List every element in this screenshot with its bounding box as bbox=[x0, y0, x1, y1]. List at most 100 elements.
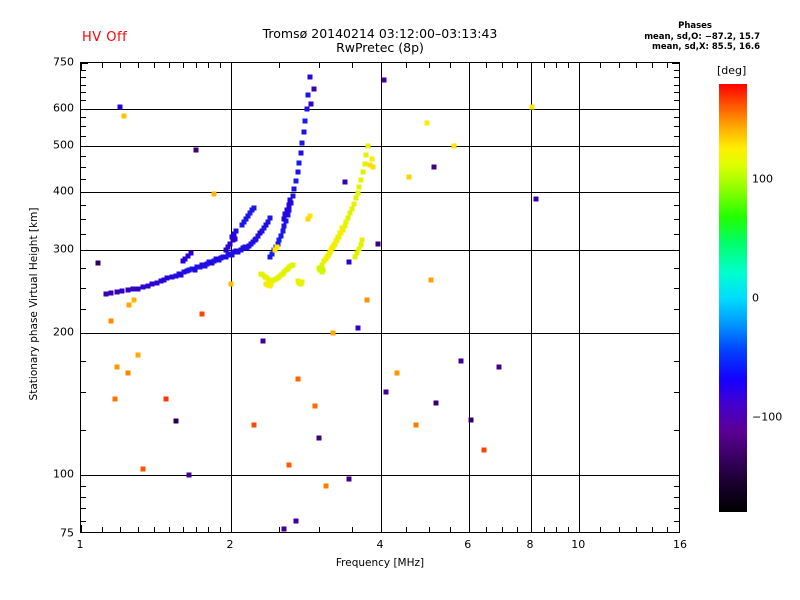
axis-tick bbox=[674, 521, 679, 522]
colorbar[interactable] bbox=[719, 84, 747, 512]
y-axis-tick-label: 400 bbox=[53, 184, 74, 198]
gridline-vertical bbox=[531, 63, 532, 532]
data-point bbox=[259, 228, 265, 234]
data-point bbox=[343, 219, 349, 225]
data-point bbox=[304, 106, 310, 112]
axis-tick bbox=[556, 63, 557, 68]
data-point bbox=[282, 211, 288, 217]
colorbar-title: [deg] bbox=[717, 64, 747, 77]
hv-off-status-label: HV Off bbox=[82, 30, 128, 45]
data-point bbox=[278, 233, 284, 239]
data-point bbox=[375, 241, 381, 247]
axis-tick bbox=[579, 63, 580, 70]
data-point bbox=[281, 526, 287, 532]
data-point bbox=[358, 177, 364, 183]
x-axis-tick-label: 10 bbox=[571, 538, 586, 551]
axis-tick bbox=[619, 527, 620, 532]
data-point bbox=[255, 233, 261, 239]
data-point bbox=[272, 247, 278, 253]
data-point bbox=[274, 244, 280, 250]
axis-tick bbox=[120, 63, 121, 68]
data-point bbox=[253, 236, 259, 241]
data-point bbox=[355, 325, 361, 331]
data-point bbox=[275, 241, 281, 247]
axis-tick bbox=[81, 192, 88, 193]
axis-tick bbox=[674, 179, 679, 180]
data-point bbox=[223, 247, 229, 253]
axis-tick bbox=[406, 63, 407, 68]
y-axis-tick-label: 75 bbox=[60, 526, 74, 540]
data-point bbox=[293, 178, 299, 184]
axis-tick bbox=[619, 63, 620, 68]
axis-tick bbox=[674, 85, 679, 86]
data-point bbox=[301, 129, 307, 135]
axis-tick bbox=[81, 179, 86, 180]
axis-tick bbox=[674, 167, 679, 168]
gridline-vertical bbox=[579, 63, 580, 532]
axis-tick bbox=[672, 63, 679, 64]
data-point bbox=[451, 143, 457, 149]
axis-tick bbox=[544, 527, 545, 532]
axis-tick bbox=[81, 100, 86, 101]
axis-tick bbox=[138, 527, 139, 532]
data-point bbox=[333, 238, 339, 244]
axis-tick bbox=[381, 525, 382, 532]
data-point bbox=[114, 364, 120, 370]
data-point bbox=[232, 236, 238, 241]
axis-tick bbox=[183, 527, 184, 532]
data-point bbox=[355, 190, 361, 196]
plot-title-line1: Tromsø 20140214 03:12:00–03:13:43 bbox=[262, 26, 498, 41]
data-point bbox=[239, 222, 245, 228]
data-point bbox=[229, 234, 235, 240]
y-axis-title-wrap: Stationary phase Virtual Height [km] bbox=[0, 0, 80, 600]
data-point bbox=[108, 290, 114, 296]
axis-tick bbox=[81, 156, 86, 157]
data-point bbox=[533, 196, 539, 202]
axis-tick bbox=[81, 234, 86, 235]
axis-tick bbox=[352, 527, 353, 532]
axis-tick bbox=[667, 527, 668, 532]
axis-tick bbox=[674, 126, 679, 127]
axis-tick bbox=[81, 288, 86, 289]
data-point bbox=[496, 364, 502, 370]
axis-tick bbox=[208, 527, 209, 532]
axis-tick bbox=[652, 527, 653, 532]
phase-statistics-o-mode: mean, sd,O: −87.2, 15.7 bbox=[644, 31, 760, 42]
y-axis-tick-label: 300 bbox=[53, 242, 74, 256]
axis-tick bbox=[81, 333, 88, 334]
axis-tick bbox=[81, 70, 86, 71]
phase-statistics-x-mode: mean, sd,X: 85.5, 16.6 bbox=[651, 42, 760, 52]
axis-tick bbox=[102, 527, 103, 532]
data-point bbox=[176, 271, 182, 276]
data-point bbox=[108, 318, 114, 324]
data-point bbox=[428, 277, 434, 283]
axis-tick bbox=[81, 250, 88, 251]
data-point bbox=[287, 197, 293, 203]
axis-tick bbox=[674, 309, 679, 310]
data-point bbox=[290, 193, 296, 199]
scatter-plot-area[interactable] bbox=[80, 62, 680, 533]
data-point bbox=[247, 210, 253, 216]
y-axis-tick-labels: 75 100 200 300 400 500 600 750 bbox=[0, 0, 80, 600]
y-axis-tick-label: 500 bbox=[53, 138, 74, 152]
axis-tick bbox=[102, 63, 103, 68]
y-axis-tick-label: 600 bbox=[53, 101, 74, 115]
axis-tick bbox=[674, 497, 679, 498]
data-point bbox=[353, 195, 359, 201]
axis-tick bbox=[568, 527, 569, 532]
data-point bbox=[295, 376, 301, 382]
axis-tick bbox=[81, 486, 86, 487]
axis-tick bbox=[674, 508, 679, 509]
data-point bbox=[299, 279, 305, 285]
data-point bbox=[140, 466, 146, 472]
data-point bbox=[135, 352, 141, 358]
axis-tick bbox=[81, 63, 88, 64]
data-point bbox=[323, 256, 329, 262]
data-point bbox=[360, 169, 366, 175]
data-point bbox=[265, 219, 271, 225]
data-point bbox=[291, 186, 297, 192]
axis-tick bbox=[531, 525, 532, 532]
plot-inner-canvas bbox=[81, 63, 679, 532]
gridline-horizontal bbox=[81, 109, 679, 110]
axis-tick bbox=[502, 527, 503, 532]
